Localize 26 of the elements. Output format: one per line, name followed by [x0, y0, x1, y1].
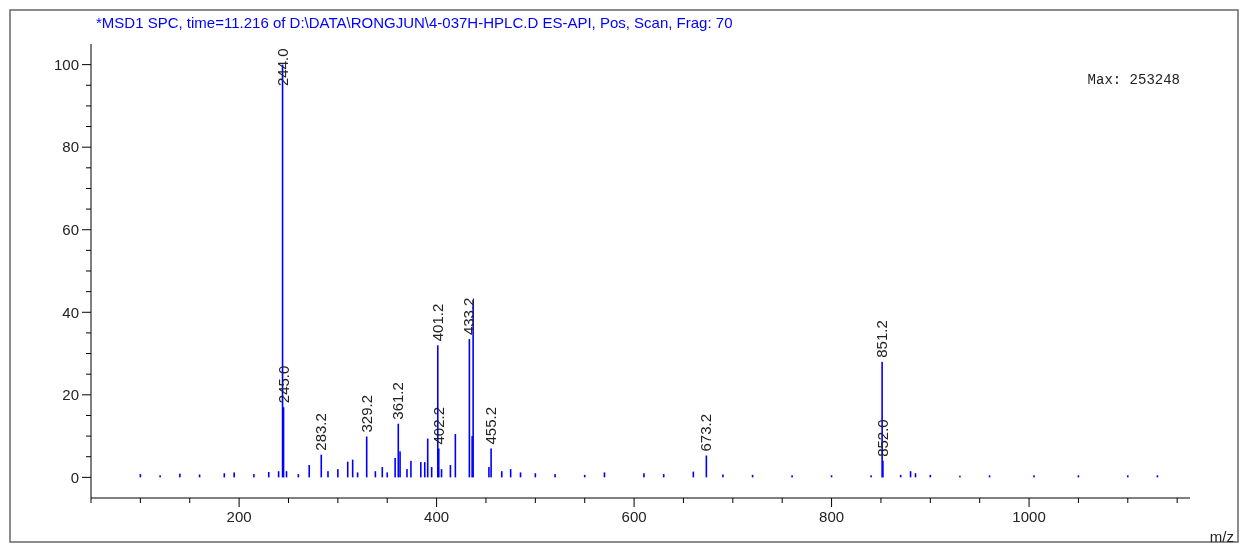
annotation: 244.0: [273, 48, 291, 86]
annotation: 329.2: [357, 394, 375, 433]
annotation: 673.2: [697, 413, 715, 452]
annotation: 851.2: [873, 320, 891, 358]
y-tick-label: 60: [62, 220, 79, 238]
annotation: 433.2: [460, 297, 478, 336]
x-tick-label: 200: [226, 508, 252, 525]
y-tick-label: 40: [62, 303, 79, 321]
y-tick-label: 0: [70, 468, 79, 486]
x-axis-title: m/z: [1209, 528, 1234, 545]
annotation: 852.0: [873, 419, 891, 457]
chart-title: *MSD1 SPC, time=11.216 of D:\DATA\RONGJUN\4-037H-HPLC.D ES-API, Pos, Scan, Frag: 70: [96, 14, 733, 31]
annotation: 283.2: [312, 413, 330, 451]
annotation: 361.2: [389, 382, 407, 420]
y-tick-label: 20: [62, 386, 79, 404]
x-tick-label: 600: [621, 508, 647, 525]
annotation: 401.2: [428, 303, 446, 342]
y-tick-label: 100: [53, 55, 79, 73]
annotation: 245.0: [274, 365, 292, 404]
annotation: Max: 253248: [1087, 72, 1180, 88]
x-tick-label: 1000: [1012, 508, 1046, 525]
annotation: 402.2: [429, 406, 447, 445]
x-tick-label: 400: [424, 508, 450, 525]
x-tick-label: 800: [819, 508, 845, 525]
annotation: 455.2: [482, 406, 500, 445]
y-tick-label: 80: [62, 138, 79, 156]
